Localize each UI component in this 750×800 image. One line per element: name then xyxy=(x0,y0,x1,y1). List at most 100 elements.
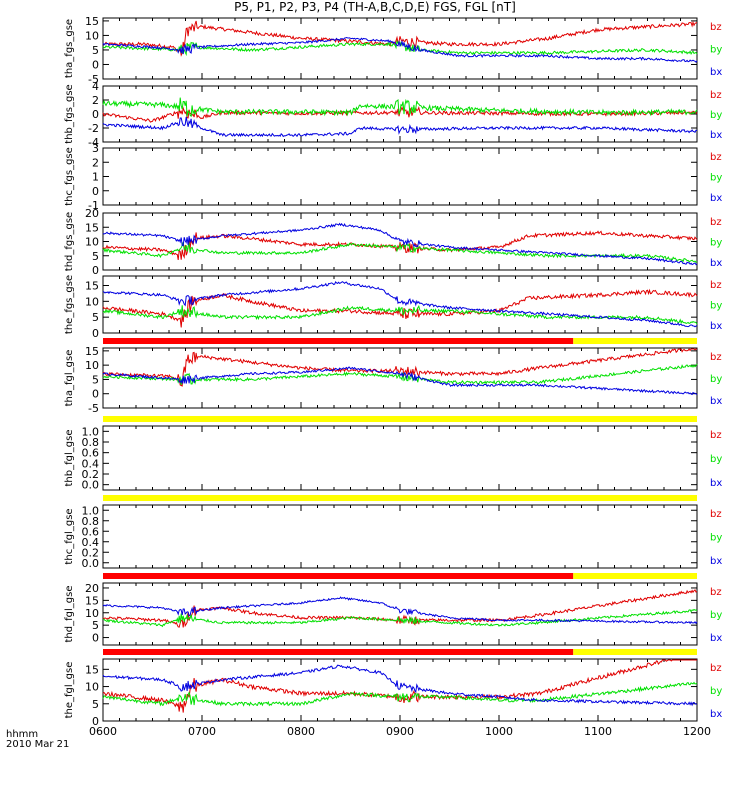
y-tick-label: 0 xyxy=(92,632,99,645)
y-tick-label: 0.0 xyxy=(82,479,100,492)
y-tick-label: 0 xyxy=(92,108,99,121)
y-tick-label: 0.4 xyxy=(82,536,100,549)
panel-frame xyxy=(102,658,698,722)
y-tick-label: -1 xyxy=(88,199,99,212)
y-tick-label: 10 xyxy=(85,607,99,620)
legend-by: by xyxy=(710,238,722,249)
y-tick-label: 10 xyxy=(85,29,99,42)
y-tick-label: 0.6 xyxy=(82,525,100,538)
y-tick-label: 2 xyxy=(92,156,99,169)
y-tick-label: 15 xyxy=(85,221,99,234)
mode-bar-yellow xyxy=(103,416,697,422)
series-by-line xyxy=(102,39,698,57)
series-bx-line xyxy=(102,116,698,138)
x-tick-label: 0600 xyxy=(89,725,117,738)
legend-bx: bx xyxy=(710,258,722,269)
y-tick-label: 15 xyxy=(85,15,99,28)
panel-frame xyxy=(102,425,698,491)
y-tick-label: 5 xyxy=(92,44,99,57)
y-axis-label: tha_fgl_gse xyxy=(64,350,75,407)
legend-bz: bz xyxy=(710,430,722,441)
y-tick-label: 0 xyxy=(92,185,99,198)
y-tick-label: 5 xyxy=(92,311,99,324)
y-tick-label: 1.0 xyxy=(82,425,100,438)
y-tick-label: 20 xyxy=(85,207,99,220)
y-tick-label: 0.2 xyxy=(82,546,100,559)
series-bx-line xyxy=(102,36,698,63)
y-tick-label: 10 xyxy=(85,681,99,694)
series-bz-line xyxy=(102,20,698,57)
legend-by: by xyxy=(710,301,722,312)
y-tick-label: 10 xyxy=(85,236,99,249)
y-tick-label: 0.4 xyxy=(82,457,100,470)
chart-title: P5, P1, P2, P3, P4 (TH-A,B,C,D,E) FGS, F… xyxy=(234,0,516,14)
x-tick-label: 0700 xyxy=(188,725,216,738)
series-bx-line xyxy=(102,222,698,266)
y-axis-label: thd_fgl_gse xyxy=(64,586,75,643)
y-tick-label: 2 xyxy=(92,94,99,107)
series-bx-line xyxy=(102,664,697,707)
legend-by: by xyxy=(710,686,722,697)
y-tick-label: -5 xyxy=(88,402,99,415)
mode-bar-yellow xyxy=(103,495,697,501)
legend-by: by xyxy=(710,374,722,385)
legend-bx: bx xyxy=(710,130,722,141)
x-tick-label: 1000 xyxy=(485,725,513,738)
legend-bz: bz xyxy=(710,280,722,291)
y-axis-label: thc_fgl_gse xyxy=(64,508,75,564)
legend-bx: bx xyxy=(710,478,722,489)
y-tick-label: 20 xyxy=(85,582,99,595)
series-by-line xyxy=(102,97,698,118)
y-tick-label: 10 xyxy=(85,295,99,308)
x-tick-label: 1200 xyxy=(683,725,711,738)
legend-bx: bx xyxy=(710,633,722,644)
y-tick-label: 4 xyxy=(92,80,99,93)
y-tick-label: 3 xyxy=(92,142,99,155)
panel-frame xyxy=(102,147,698,206)
y-tick-label: 0.0 xyxy=(82,557,100,570)
mode-bar-yellow xyxy=(573,649,697,655)
y-axis-label: thc_fgs_gse xyxy=(64,147,75,206)
y-tick-label: 0.6 xyxy=(82,447,100,460)
time-axis-label: hhmm xyxy=(6,729,39,740)
x-tick-label: 0800 xyxy=(287,725,315,738)
y-tick-label: 0.2 xyxy=(82,468,100,481)
y-tick-label: 0.8 xyxy=(82,515,100,528)
legend-bx: bx xyxy=(710,556,722,567)
legend-bz: bz xyxy=(710,152,722,163)
y-tick-label: 10 xyxy=(85,359,99,372)
mode-bar-red xyxy=(103,338,574,344)
y-tick-label: -5 xyxy=(88,73,99,86)
series-bz-line xyxy=(102,288,698,328)
legend-bx: bx xyxy=(710,67,722,78)
y-tick-label: 0 xyxy=(92,715,99,728)
mode-bar-red xyxy=(103,573,574,579)
mode-bar-yellow xyxy=(573,338,697,344)
mode-bar-red xyxy=(103,649,574,655)
y-tick-label: 1 xyxy=(92,171,99,184)
series-by-line xyxy=(102,242,698,263)
legend-bz: bz xyxy=(710,352,722,363)
series-by-line xyxy=(102,681,698,707)
y-axis-label: thb_fgs_gse xyxy=(64,84,75,143)
y-tick-label: 0.8 xyxy=(82,436,100,449)
panel-frame xyxy=(102,504,698,569)
y-tick-label: 5 xyxy=(92,250,99,263)
y-axis-label: the_fgl_gse xyxy=(64,662,75,719)
legend-bz: bz xyxy=(710,663,722,674)
series-bx-line xyxy=(102,366,698,396)
legend-by: by xyxy=(710,45,722,56)
y-axis-label: the_fgs_gse xyxy=(64,275,75,334)
y-tick-label: 0 xyxy=(92,264,99,277)
y-tick-label: 5 xyxy=(92,619,99,632)
y-tick-label: 15 xyxy=(85,594,99,607)
y-tick-label: -2 xyxy=(88,122,99,135)
y-tick-label: 15 xyxy=(85,280,99,293)
y-tick-label: 5 xyxy=(92,373,99,386)
y-tick-label: 1.0 xyxy=(82,504,100,517)
legend-bx: bx xyxy=(710,709,722,720)
legend-by: by xyxy=(710,110,722,121)
legend-by: by xyxy=(710,454,722,465)
y-tick-label: 0 xyxy=(92,58,99,71)
